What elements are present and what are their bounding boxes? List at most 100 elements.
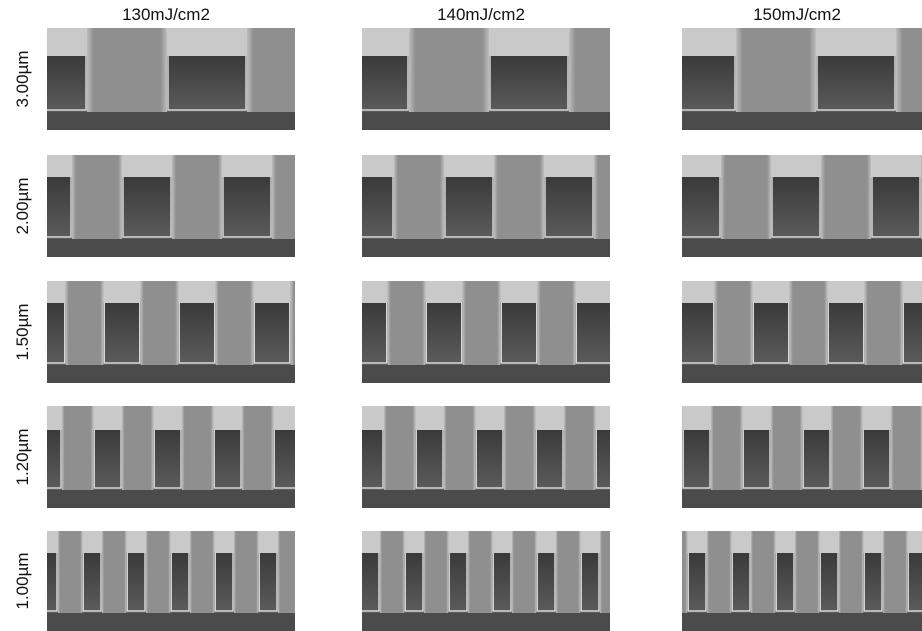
resist-top — [333, 406, 362, 430]
resist-top — [902, 281, 922, 303]
resist-line — [640, 281, 678, 365]
resist-line — [751, 531, 775, 613]
trench-edge — [334, 430, 361, 488]
resist-line — [883, 531, 907, 613]
substrate — [362, 490, 610, 508]
sem-panel — [663, 531, 922, 631]
trench-edge — [329, 303, 365, 363]
resist-line — [62, 406, 93, 490]
resist-line — [504, 406, 535, 490]
resist-top — [580, 531, 600, 553]
resist-top — [170, 531, 190, 553]
row-label: 1.00µm — [13, 552, 32, 609]
substrate — [682, 613, 922, 631]
column-header: 130mJ/cm2 — [122, 5, 210, 24]
resist-top — [302, 531, 322, 553]
resist-top — [214, 531, 234, 553]
resist-line — [278, 531, 302, 613]
resist-line — [388, 281, 426, 365]
resist-top — [802, 406, 831, 430]
row-label: 1.50µm — [13, 303, 32, 360]
substrate — [682, 239, 922, 257]
sem-figure: 130mJ/cm2140mJ/cm2150mJ/cm23.00µm2.00µm1… — [0, 0, 922, 631]
sem-panel — [621, 155, 922, 257]
substrate — [47, 365, 295, 383]
resist-line — [242, 406, 273, 490]
resist-top — [328, 281, 366, 303]
resist-line — [172, 155, 222, 239]
resist-top — [771, 155, 821, 177]
resist-top — [500, 281, 538, 303]
resist-line — [424, 531, 448, 613]
resist-top — [536, 531, 556, 553]
resist-top — [93, 406, 122, 430]
sem-panel — [640, 281, 922, 383]
resist-top — [752, 281, 790, 303]
row-label: 1.20µm — [13, 428, 32, 485]
resist-top — [344, 155, 394, 177]
resist-line — [247, 28, 327, 112]
resist-top — [222, 155, 272, 177]
resist-top — [28, 281, 66, 303]
resist-top — [355, 406, 384, 430]
resist-top — [122, 155, 172, 177]
resist-line — [122, 406, 153, 490]
substrate — [682, 490, 922, 508]
resist-top — [153, 406, 182, 430]
resist-line — [72, 155, 122, 239]
trench-edge — [625, 553, 643, 611]
resist-line — [141, 281, 179, 365]
resist-line — [839, 531, 863, 613]
resist-top — [862, 406, 891, 430]
substrate — [682, 112, 922, 130]
resist-line — [594, 155, 644, 239]
substrate — [362, 613, 610, 631]
resist-top — [489, 28, 569, 56]
resist-top — [444, 155, 494, 177]
resist-line — [600, 531, 624, 613]
resist-top — [871, 155, 921, 177]
resist-line — [624, 406, 655, 490]
resist-top — [819, 531, 839, 553]
resist-top — [682, 406, 711, 430]
resist-line — [790, 281, 828, 365]
resist-top — [575, 281, 613, 303]
resist-line — [721, 155, 771, 239]
resist-top — [82, 531, 102, 553]
resist-line — [394, 155, 444, 239]
resist-top — [178, 281, 216, 303]
trench-edge — [303, 553, 321, 611]
resist-top — [492, 531, 512, 553]
resist-top — [671, 155, 721, 177]
resist-line — [711, 406, 742, 490]
resist-top — [731, 531, 751, 553]
resist-line — [182, 406, 213, 490]
substrate — [362, 365, 610, 383]
resist-line — [821, 155, 871, 239]
resist-line — [294, 155, 344, 239]
resist-line — [896, 28, 922, 112]
resist-line — [272, 155, 322, 239]
resist-top — [448, 531, 468, 553]
resist-line — [58, 531, 82, 613]
resist-line — [663, 531, 687, 613]
resist-line — [322, 531, 346, 613]
resist-top — [677, 281, 715, 303]
column-header: 140mJ/cm2 — [437, 5, 525, 24]
resist-line — [512, 531, 536, 613]
resist-line — [102, 531, 126, 613]
sem-panel — [576, 28, 922, 130]
resist-top — [544, 155, 594, 177]
resist-line — [651, 406, 682, 490]
resist-line — [569, 28, 649, 112]
resist-line — [190, 531, 214, 613]
resist-top — [775, 531, 795, 553]
resist-line — [831, 406, 862, 490]
resist-top — [816, 28, 896, 56]
resist-top — [687, 531, 707, 553]
substrate — [47, 613, 295, 631]
resist-top — [258, 531, 278, 553]
resist-line — [291, 281, 329, 365]
resist-line — [380, 531, 404, 613]
resist-line — [66, 281, 104, 365]
